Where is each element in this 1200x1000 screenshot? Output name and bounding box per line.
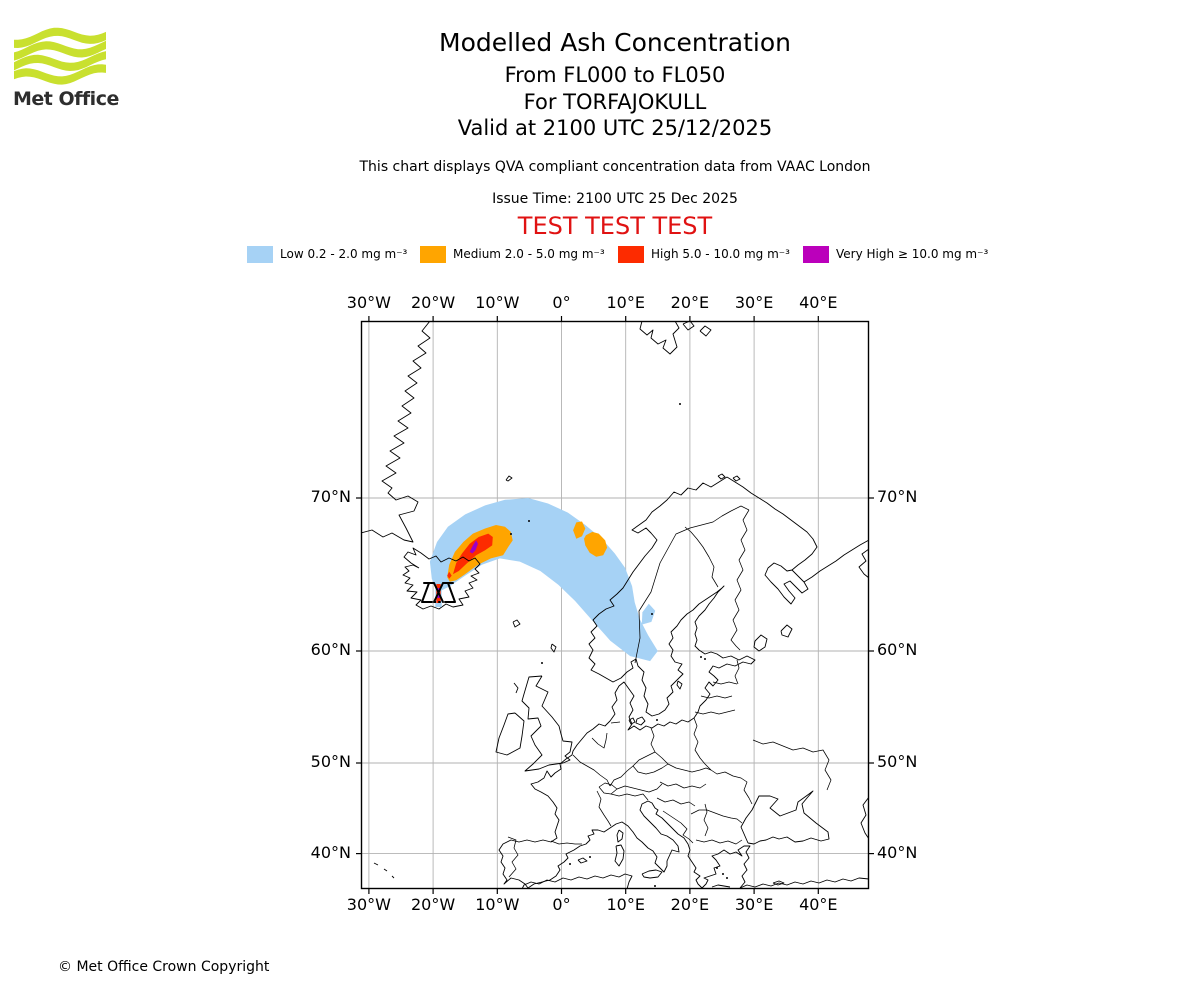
map-frame — [360, 320, 870, 890]
volcano-subtitle: For TORFAJOKULL — [523, 90, 707, 114]
country-borders — [507, 505, 832, 878]
page-title: Modelled Ash Concentration — [439, 28, 791, 57]
axis-label-top: 0° — [552, 293, 571, 312]
met-office-logo-waves-icon — [14, 27, 106, 85]
axis-label-bottom: 0° — [552, 895, 571, 914]
axis-label-right: 70°N — [877, 486, 918, 506]
axis-label-top: 20°E — [670, 293, 710, 312]
legend-swatch-high-icon — [618, 246, 644, 263]
small-island-dot — [528, 520, 530, 522]
legend-label-medium: Medium 2.0 - 5.0 mg m⁻³ — [453, 247, 605, 261]
axis-ticks — [356, 316, 874, 894]
axis-label-top: 40°E — [799, 293, 838, 312]
axis-label-right: 40°N — [877, 842, 918, 862]
ash-region-medium — [447, 525, 513, 582]
axis-label-bottom: 20°E — [670, 895, 710, 914]
volcano-symbol — [421, 580, 456, 607]
axis-label-bottom: 20°W — [411, 895, 456, 914]
axis-label-bottom: 10°E — [606, 895, 645, 914]
legend-swatch-medium-icon — [420, 246, 446, 263]
small-island-dot — [679, 403, 681, 405]
axis-label-bottom: 40°E — [799, 895, 838, 914]
small-island-dot — [704, 658, 706, 660]
axis-label-top: 30°W — [346, 293, 391, 312]
legend-label-low: Low 0.2 - 2.0 mg m⁻³ — [280, 247, 408, 261]
axis-label-top: 10°W — [475, 293, 520, 312]
axis-label-left: 40°N — [310, 842, 351, 862]
ash-region-medium — [584, 531, 608, 557]
axis-label-left: 70°N — [310, 486, 351, 506]
coastlines — [361, 321, 869, 889]
axis-label-left: 50°N — [310, 751, 351, 771]
ash-region-high — [453, 533, 493, 575]
axis-label-left: 60°N — [310, 639, 351, 659]
europe-ash-map — [356, 316, 874, 894]
small-island-dot — [654, 885, 656, 887]
small-island-dot — [726, 877, 728, 879]
small-island-dot — [569, 863, 571, 865]
qva-compliance-note: This chart displays QVA compliant concen… — [359, 159, 871, 175]
legend-label-high: High 5.0 - 10.0 mg m⁻³ — [651, 247, 790, 261]
axis-label-right: 60°N — [877, 639, 918, 659]
ash-region-high — [447, 571, 452, 579]
axis-label-bottom: 30°W — [346, 895, 391, 914]
small-island-dot — [541, 662, 543, 664]
ash-region-medium — [573, 521, 586, 539]
ash-plume — [429, 498, 658, 662]
small-island-dot — [716, 867, 718, 869]
axis-label-top: 30°E — [734, 293, 774, 312]
small-island-dot — [589, 856, 591, 858]
small-island-dot — [651, 613, 653, 615]
copyright-text: © Met Office Crown Copyright — [58, 959, 270, 975]
flight-level-subtitle: From FL000 to FL050 — [504, 63, 726, 87]
legend-label-very-high: Very High ≥ 10.0 mg m⁻³ — [836, 247, 989, 261]
axis-label-top: 20°W — [411, 293, 456, 312]
ash-region-very-high — [469, 540, 478, 554]
met-office-logo-text: Met Office — [13, 88, 119, 110]
issue-time: Issue Time: 2100 UTC 25 Dec 2025 — [492, 191, 738, 207]
map-area — [356, 316, 874, 894]
axis-label-top: 10°E — [606, 293, 645, 312]
legend-swatch-low-icon — [247, 246, 273, 263]
test-banner: TEST TEST TEST — [517, 212, 713, 240]
small-island-dot — [700, 656, 702, 658]
ash-region-low — [641, 603, 656, 625]
axis-label-bottom: 10°W — [475, 895, 520, 914]
legend-swatch-very-high-icon — [803, 246, 829, 263]
valid-time-subtitle: Valid at 2100 UTC 25/12/2025 — [457, 116, 773, 140]
small-island-dot — [510, 533, 512, 535]
axis-label-right: 50°N — [877, 751, 918, 771]
small-island-dot — [656, 719, 658, 721]
ash-region-low — [429, 498, 658, 662]
axis-label-bottom: 30°E — [734, 895, 774, 914]
small-island-dot — [722, 873, 724, 875]
